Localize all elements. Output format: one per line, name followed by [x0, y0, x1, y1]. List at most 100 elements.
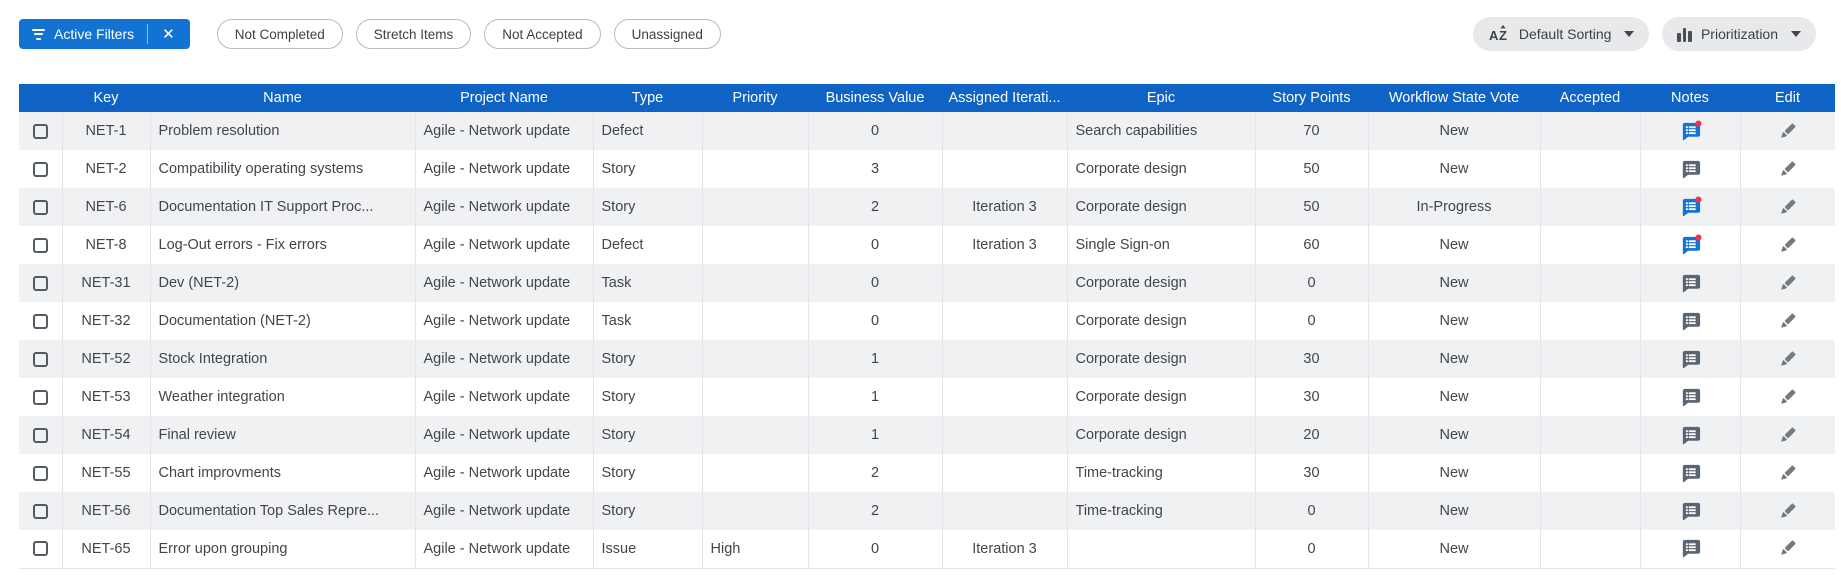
- cell-project-name: Agile - Network update: [415, 264, 594, 302]
- edit-icon[interactable]: [1777, 235, 1798, 256]
- sorting-dropdown[interactable]: A Z Default Sorting: [1472, 17, 1650, 51]
- column-header-business-value[interactable]: Business Value: [808, 84, 942, 112]
- cell-notes: [1640, 340, 1741, 378]
- cell-type: Task: [593, 264, 703, 302]
- row-checkbox[interactable]: [32, 123, 48, 139]
- row-checkbox[interactable]: [32, 351, 48, 367]
- cell-project-name: Agile - Network update: [415, 416, 594, 454]
- column-header-type[interactable]: Type: [593, 84, 702, 112]
- row-checkbox[interactable]: [32, 161, 48, 177]
- cell-story-points: 0: [1255, 530, 1369, 569]
- column-header-epic[interactable]: Epic: [1067, 84, 1255, 112]
- filter-chip-not-accepted[interactable]: Not Accepted: [484, 19, 601, 49]
- notes-icon[interactable]: [1679, 272, 1702, 295]
- edit-icon[interactable]: [1777, 273, 1798, 294]
- filter-chip-unassigned[interactable]: Unassigned: [613, 19, 721, 49]
- cell-story-points: 60: [1255, 226, 1369, 264]
- column-header-edit[interactable]: Edit: [1740, 84, 1835, 112]
- cell-edit: [1740, 454, 1835, 492]
- filter-chip-stretch-items[interactable]: Stretch Items: [355, 19, 472, 49]
- notes-icon[interactable]: [1679, 462, 1702, 485]
- notes-icon[interactable]: [1679, 310, 1702, 333]
- notes-icon[interactable]: [1679, 424, 1702, 447]
- cell-project-name: Agile - Network update: [415, 378, 594, 416]
- table-body: NET-1 Problem resolution Agile - Network…: [19, 112, 1835, 569]
- cell-business-value: 2: [808, 188, 943, 226]
- column-header-name[interactable]: Name: [150, 84, 415, 112]
- cell-name: Chart improvments: [150, 454, 416, 492]
- row-checkbox[interactable]: [32, 237, 48, 253]
- edit-icon[interactable]: [1777, 197, 1798, 218]
- row-select-cell: [19, 530, 63, 569]
- prioritization-dropdown[interactable]: Prioritization: [1662, 17, 1816, 51]
- row-checkbox[interactable]: [32, 427, 48, 443]
- column-header-project-name[interactable]: Project Name: [415, 84, 593, 112]
- table-header-row: Key Name Project Name Type Priority Business …: [19, 84, 1835, 112]
- cell-workflow-state-vote: New: [1368, 378, 1541, 416]
- column-header-accepted[interactable]: Accepted: [1540, 84, 1640, 112]
- edit-icon[interactable]: [1777, 425, 1798, 446]
- cell-story-points: 30: [1255, 378, 1369, 416]
- row-checkbox[interactable]: [32, 503, 48, 519]
- column-header-notes[interactable]: Notes: [1640, 84, 1740, 112]
- row-checkbox[interactable]: [32, 275, 48, 291]
- edit-icon[interactable]: [1777, 538, 1798, 559]
- cell-epic: Corporate design: [1067, 302, 1256, 340]
- cell-key: NET-8: [62, 226, 151, 264]
- cell-epic: Corporate design: [1067, 340, 1256, 378]
- unread-dot: [1694, 195, 1702, 203]
- cell-workflow-state-vote: New: [1368, 226, 1541, 264]
- column-header-story-points[interactable]: Story Points: [1255, 84, 1368, 112]
- active-filters-button[interactable]: Active Filters ✕: [19, 19, 190, 49]
- notes-icon[interactable]: [1679, 158, 1702, 181]
- unread-dot: [1694, 119, 1702, 127]
- cell-assigned-iteration: [942, 454, 1068, 492]
- notes-icon[interactable]: [1679, 119, 1702, 143]
- cell-priority: [702, 378, 809, 416]
- edit-icon[interactable]: [1777, 463, 1798, 484]
- cell-project-name: Agile - Network update: [415, 340, 594, 378]
- edit-icon[interactable]: [1777, 311, 1798, 332]
- notes-icon[interactable]: [1679, 348, 1702, 371]
- row-checkbox[interactable]: [32, 199, 48, 215]
- clear-filters-icon[interactable]: ✕: [162, 25, 175, 43]
- cell-priority: [702, 416, 809, 454]
- prioritization-label: Prioritization: [1700, 26, 1778, 42]
- edit-icon[interactable]: [1777, 349, 1798, 370]
- filter-chip-not-completed[interactable]: Not Completed: [216, 19, 343, 49]
- cell-story-points: 50: [1255, 150, 1369, 188]
- cell-priority: [702, 492, 809, 530]
- cell-priority: [702, 454, 809, 492]
- column-header-assigned-iterati[interactable]: Assigned Iterati...: [942, 84, 1067, 112]
- cell-priority: High: [702, 530, 809, 569]
- cell-edit: [1740, 378, 1835, 416]
- row-select-cell: [19, 226, 63, 264]
- edit-icon[interactable]: [1777, 387, 1798, 408]
- notes-icon[interactable]: [1679, 537, 1702, 560]
- row-checkbox[interactable]: [32, 465, 48, 481]
- row-checkbox[interactable]: [32, 541, 48, 557]
- column-header-workflow-state-vote[interactable]: Workflow State Vote: [1368, 84, 1540, 112]
- edit-icon[interactable]: [1777, 501, 1798, 522]
- cell-epic: Corporate design: [1067, 188, 1256, 226]
- column-header-priority[interactable]: Priority: [702, 84, 808, 112]
- notes-icon[interactable]: [1679, 233, 1702, 257]
- row-checkbox[interactable]: [32, 313, 48, 329]
- cell-business-value: 2: [808, 492, 943, 530]
- edit-icon[interactable]: [1777, 121, 1798, 142]
- column-header-key[interactable]: Key: [62, 84, 150, 112]
- cell-name: Documentation (NET-2): [150, 302, 416, 340]
- table-row: NET-31 Dev (NET-2) Agile - Network updat…: [19, 264, 1835, 302]
- notes-icon[interactable]: [1679, 195, 1702, 219]
- cell-assigned-iteration: [942, 340, 1068, 378]
- table-row: NET-55 Chart improvments Agile - Network…: [19, 454, 1835, 492]
- notes-icon[interactable]: [1679, 500, 1702, 523]
- svg-text:Z: Z: [1499, 28, 1507, 43]
- notes-icon[interactable]: [1679, 386, 1702, 409]
- cell-name: Documentation Top Sales Repre...: [150, 492, 416, 530]
- row-checkbox[interactable]: [32, 389, 48, 405]
- button-divider: [147, 24, 149, 44]
- table-row: NET-52 Stock Integration Agile - Network…: [19, 340, 1835, 378]
- edit-icon[interactable]: [1777, 159, 1798, 180]
